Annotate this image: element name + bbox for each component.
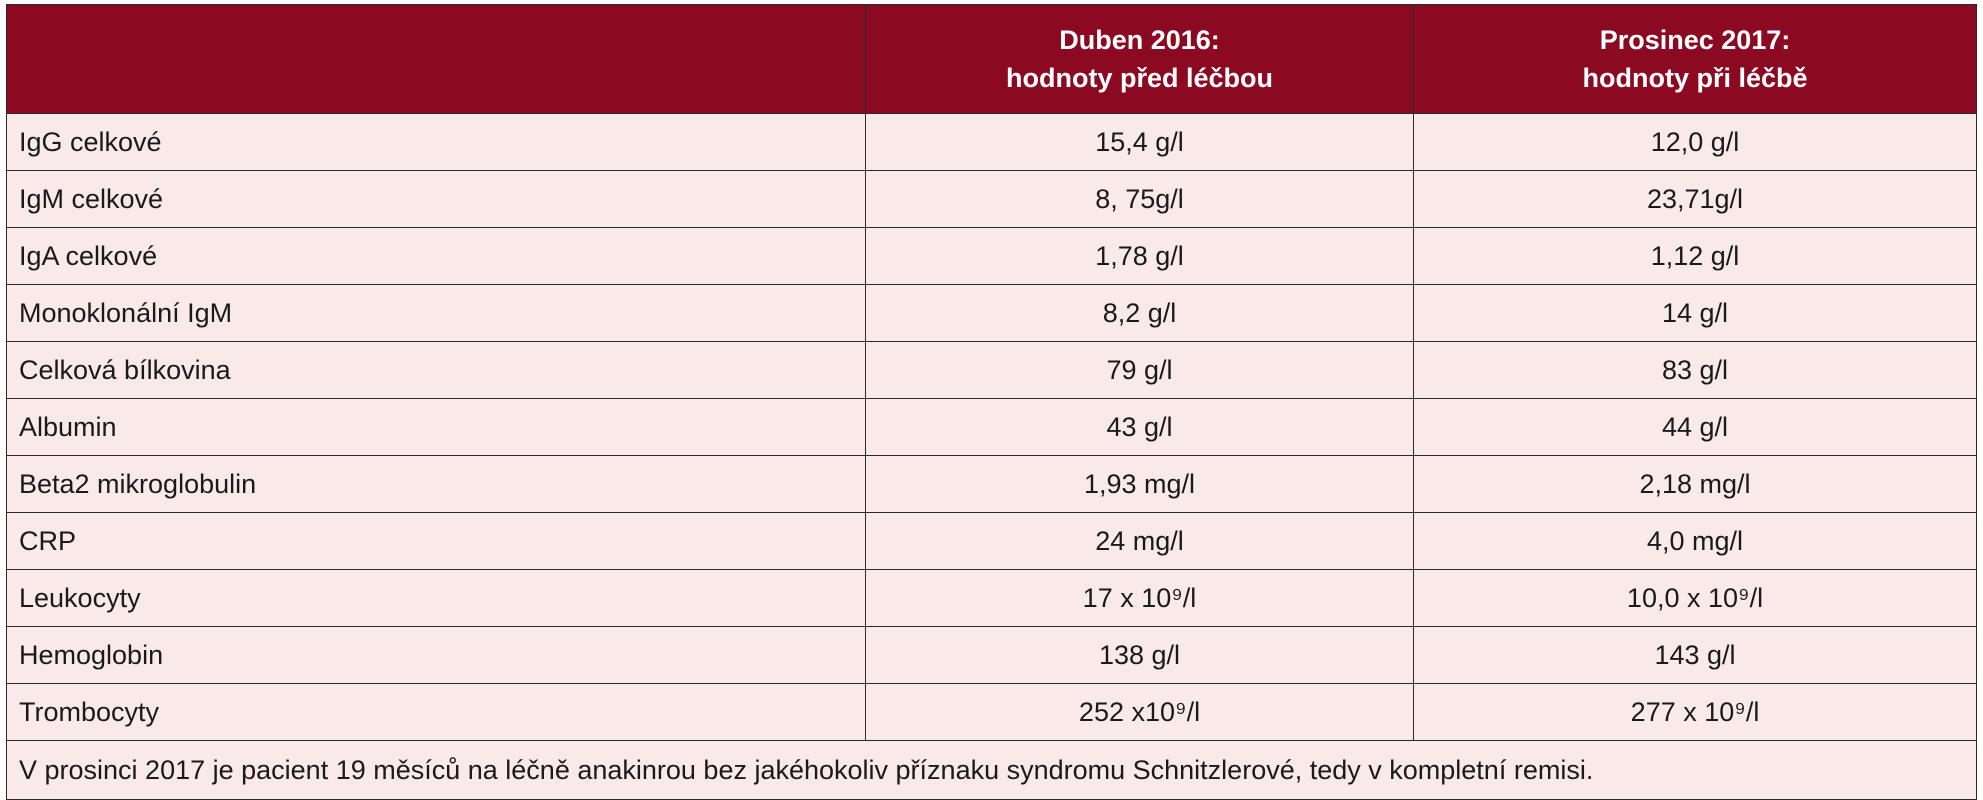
header-row: Duben 2016: hodnoty před léčbou Prosinec… [6, 4, 1977, 114]
header-before-label: hodnoty před léčbou [1006, 63, 1273, 93]
header-before-date: Duben 2016: [1059, 25, 1220, 55]
footnote: V prosinci 2017 je pacient 19 měsíců na … [6, 740, 1977, 800]
value-after: 2,18 mg/l [1413, 455, 1977, 513]
table-container: Duben 2016: hodnoty před léčbou Prosinec… [6, 4, 1977, 800]
table-row: Trombocyty 252 x10⁹/l 277 x 10⁹/l [6, 683, 1977, 741]
parameter-name: IgA celkové [6, 227, 866, 285]
parameter-name: Leukocyty [6, 569, 866, 627]
table-row: IgA celkové 1,78 g/l 1,12 g/l [6, 227, 1977, 285]
value-before: 79 g/l [865, 341, 1414, 399]
value-before: 1,93 mg/l [865, 455, 1414, 513]
note-row: V prosinci 2017 je pacient 19 měsíců na … [6, 740, 1977, 800]
value-before: 1,78 g/l [865, 227, 1414, 285]
parameter-name: IgM celkové [6, 170, 866, 228]
value-after: 83 g/l [1413, 341, 1977, 399]
table-header: Duben 2016: hodnoty před léčbou Prosinec… [6, 4, 1977, 114]
value-after: 44 g/l [1413, 398, 1977, 456]
header-during-label: hodnoty při léčbě [1582, 63, 1808, 93]
value-after: 143 g/l [1413, 626, 1977, 684]
parameter-name: CRP [6, 512, 866, 570]
table-row: CRP 24 mg/l 4,0 mg/l [6, 512, 1977, 570]
value-after: 12,0 g/l [1413, 113, 1977, 171]
value-after: 1,12 g/l [1413, 227, 1977, 285]
lab-results-table: Duben 2016: hodnoty před léčbou Prosinec… [6, 4, 1977, 800]
table-row: Beta2 mikroglobulin 1,93 mg/l 2,18 mg/l [6, 455, 1977, 513]
parameter-name: Hemoglobin [6, 626, 866, 684]
value-before: 43 g/l [865, 398, 1414, 456]
parameter-name: Trombocyty [6, 683, 866, 741]
header-parameter [6, 4, 866, 114]
parameter-name: Celková bílkovina [6, 341, 866, 399]
value-before: 138 g/l [865, 626, 1414, 684]
table-row: Albumin 43 g/l 44 g/l [6, 398, 1977, 456]
header-during-treatment: Prosinec 2017: hodnoty při léčbě [1413, 4, 1977, 114]
value-after: 14 g/l [1413, 284, 1977, 342]
table-row: IgG celkové 15,4 g/l 12,0 g/l [6, 113, 1977, 171]
value-after: 277 x 10⁹/l [1413, 683, 1977, 741]
parameter-name: Monoklonální IgM [6, 284, 866, 342]
table-row: IgM celkové 8, 75g/l 23,71g/l [6, 170, 1977, 228]
table-row: Monoklonální IgM 8,2 g/l 14 g/l [6, 284, 1977, 342]
table-row: Hemoglobin 138 g/l 143 g/l [6, 626, 1977, 684]
value-after: 4,0 mg/l [1413, 512, 1977, 570]
value-after: 23,71g/l [1413, 170, 1977, 228]
parameter-name: IgG celkové [6, 113, 866, 171]
parameter-name: Beta2 mikroglobulin [6, 455, 866, 513]
parameter-name: Albumin [6, 398, 866, 456]
header-before-treatment: Duben 2016: hodnoty před léčbou [865, 4, 1414, 114]
value-before: 17 x 10⁹/l [865, 569, 1414, 627]
header-during-date: Prosinec 2017: [1599, 25, 1791, 55]
value-before: 8, 75g/l [865, 170, 1414, 228]
table-row: Leukocyty 17 x 10⁹/l 10,0 x 10⁹/l [6, 569, 1977, 627]
value-before: 15,4 g/l [865, 113, 1414, 171]
table-body: IgG celkové 15,4 g/l 12,0 g/l IgM celkov… [6, 113, 1977, 800]
value-before: 24 mg/l [865, 512, 1414, 570]
value-after: 10,0 x 10⁹/l [1413, 569, 1977, 627]
value-before: 252 x10⁹/l [865, 683, 1414, 741]
value-before: 8,2 g/l [865, 284, 1414, 342]
table-row: Celková bílkovina 79 g/l 83 g/l [6, 341, 1977, 399]
